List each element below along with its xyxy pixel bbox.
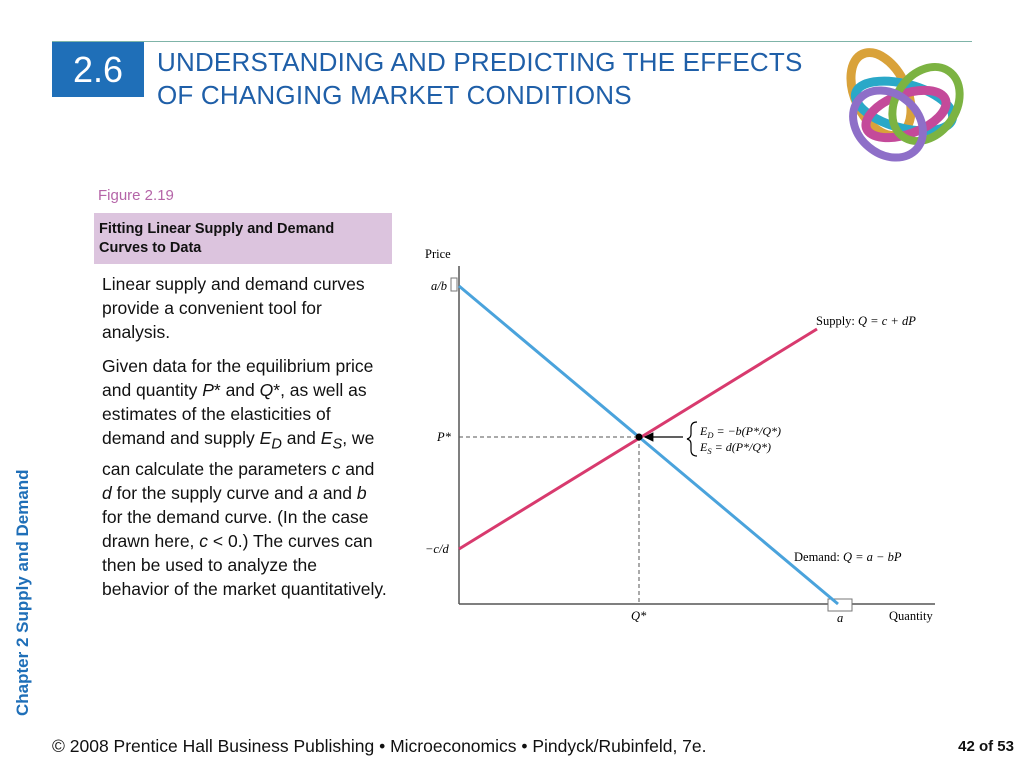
tick-qstar: Q* xyxy=(631,609,647,623)
supply-demand-chart: Price Quantity a/b P* −c/d Q* a Supply: … xyxy=(425,247,935,625)
figure-title: Fitting Linear Supply and Demand Curves … xyxy=(94,213,392,264)
tick-neg-c-over-d: −c/d xyxy=(425,542,449,556)
var-q: Q xyxy=(259,380,274,400)
body-text: Linear supply and demand curves provide … xyxy=(102,272,387,611)
demand-label-eq: Q = a − bP xyxy=(843,550,902,564)
es-sub: S xyxy=(707,446,712,456)
text-run: and xyxy=(317,482,357,503)
ed-lhs: E xyxy=(699,424,708,438)
x-axis-title: Quantity xyxy=(889,609,933,623)
paragraph-explanation: Given data for the equilibrium price and… xyxy=(102,354,387,601)
section-number-badge: 2.6 xyxy=(52,42,144,97)
var-c: c xyxy=(199,530,209,551)
text-run: and xyxy=(340,458,375,479)
elasticity-supply-formula: ES = d(P*/Q*) xyxy=(699,440,771,456)
es-lhs: E xyxy=(699,440,708,454)
figure-number: Figure 2.19 xyxy=(98,187,174,204)
ed-sub: D xyxy=(706,430,714,440)
var-e: E xyxy=(259,428,272,448)
footer-copyright: © 2008 Prentice Hall Business Publishing… xyxy=(52,736,707,756)
header-divider xyxy=(52,41,972,42)
var-c: c xyxy=(331,458,341,479)
var-p: P xyxy=(202,380,214,400)
text-run: *, as well as estimates of the elasticit… xyxy=(102,380,367,448)
var-d: d xyxy=(102,482,112,503)
demand-curve xyxy=(458,284,839,606)
text-run: , we can calculate the parameters xyxy=(102,428,375,479)
page-title: UNDERSTANDING AND PREDICTING THE EFFECTS… xyxy=(157,47,803,110)
paragraph-intro: Linear supply and demand curves provide … xyxy=(102,274,365,342)
rings-logo-icon xyxy=(846,48,964,162)
es-rhs: = d(P*/Q*) xyxy=(712,440,771,454)
demand-label: Demand: Q = a − bP xyxy=(794,550,902,564)
text-run: < 0.) The curves can then be used to ana… xyxy=(102,530,387,599)
elasticity-brace xyxy=(686,421,698,457)
chapter-side-label: Chapter 2 Supply and Demand xyxy=(13,469,32,716)
sub-d: D xyxy=(271,436,282,453)
var-b: b xyxy=(356,482,367,503)
supply-label-eq: Q = c + dP xyxy=(858,314,916,328)
tick-a: a xyxy=(837,611,843,625)
sub-s: S xyxy=(332,436,343,453)
text-run: for the demand curve. (In the case drawn… xyxy=(102,506,369,551)
text-run: * and xyxy=(213,380,260,400)
demand-label-prefix: Demand: xyxy=(794,550,843,564)
text-run: and xyxy=(281,428,321,448)
y-axis-title: Price xyxy=(425,247,451,261)
a-over-b-marker xyxy=(450,277,458,292)
supply-label: Supply: Q = c + dP xyxy=(816,314,916,328)
ed-rhs: = −b(P*/Q*) xyxy=(713,424,781,438)
var-a: a xyxy=(308,482,318,503)
a-marker xyxy=(827,598,853,612)
elasticity-demand-formula: ED = −b(P*/Q*) xyxy=(699,424,781,440)
text-run: Given data for the equilibrium price and… xyxy=(102,356,374,400)
text-run: for the supply curve and xyxy=(111,482,309,503)
page-number: 42 of 53 xyxy=(958,738,1014,755)
tick-pstar: P* xyxy=(436,430,452,444)
var-e: E xyxy=(320,428,333,448)
equilibrium-point xyxy=(635,433,643,441)
supply-label-prefix: Supply: xyxy=(816,314,858,328)
tick-a-over-b: a/b xyxy=(431,279,447,293)
